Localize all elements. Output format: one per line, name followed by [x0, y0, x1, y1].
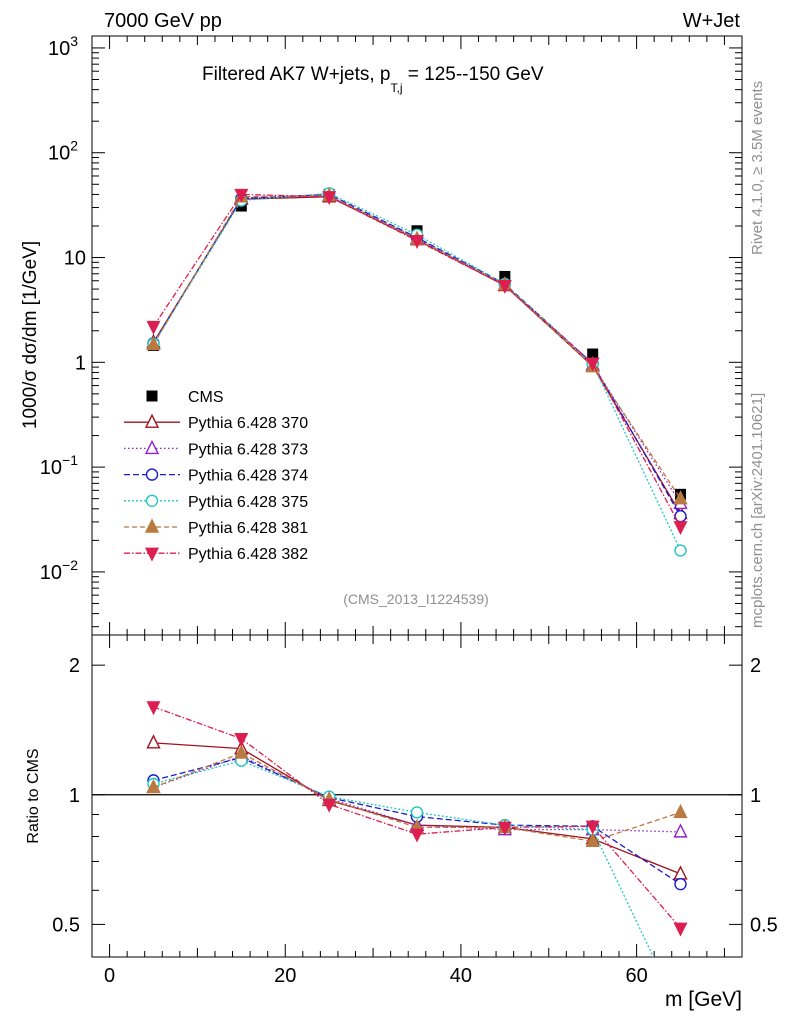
- ratio-point: [234, 733, 249, 747]
- energy-label: 7000 GeV pp: [104, 10, 222, 32]
- main-series-group: [146, 187, 688, 557]
- main-y-tick-label: 103: [48, 33, 78, 60]
- legend-item: Pythia 6.428 374: [124, 468, 308, 485]
- main-y-tick-label: 10−2: [40, 557, 78, 584]
- x-tick-label: 20: [274, 965, 296, 987]
- x-tick-label: 60: [625, 965, 647, 987]
- ratio-point: [146, 701, 161, 716]
- main-y-tick-label: 10: [64, 248, 86, 270]
- ratio-y-tick-label-right: 1: [750, 785, 761, 807]
- ratio-point: [497, 821, 512, 836]
- ratio-point: [585, 832, 600, 847]
- legend-item: CMS: [146, 389, 224, 406]
- data-point: [410, 235, 424, 249]
- legend-marker: [144, 439, 160, 455]
- legend-marker: [144, 518, 160, 533]
- data-point: [146, 335, 161, 351]
- ratio-point: [234, 744, 249, 759]
- mcplots-credit-label: mcplots.cern.ch [arXiv:2401.10621]: [749, 393, 766, 628]
- series-6: [146, 188, 688, 536]
- ratio-line: [153, 759, 655, 957]
- main-title-subscript: T,j: [391, 81, 403, 95]
- legend-label: Pythia 6.428 374: [188, 468, 308, 485]
- legend-marker: [144, 413, 160, 428]
- ratio-point: [146, 734, 161, 749]
- main-y-tick-label: 10−1: [40, 452, 78, 479]
- data-point: [322, 191, 337, 206]
- legend-marker: [146, 390, 158, 402]
- legend-label: Pythia 6.428 382: [188, 546, 308, 563]
- data-point: [497, 279, 512, 294]
- data-point: [673, 490, 688, 505]
- x-axis-label: m [GeV]: [665, 988, 742, 1011]
- ratio-point: [322, 798, 337, 813]
- ratio-y-tick-label: 1: [69, 785, 80, 807]
- data-point: [587, 348, 599, 360]
- legend-marker: [145, 494, 159, 507]
- ratio-y-tick-label: 0.5: [52, 914, 80, 936]
- main-title-tail: = 125--150 GeV: [403, 64, 544, 85]
- ratio-point: [673, 823, 688, 838]
- legend-marker: [145, 468, 159, 481]
- legend-item: Pythia 6.428 375: [124, 494, 308, 511]
- analysis-id-label: (CMS_2013_I1224539): [343, 591, 489, 607]
- process-label: W+Jet: [683, 10, 741, 32]
- legend-item: Pythia 6.428 370: [124, 413, 308, 432]
- legend-label: Pythia 6.428 381: [188, 520, 308, 537]
- ratio-series-group: [146, 701, 688, 957]
- data-point: [585, 357, 600, 372]
- legend-label: Pythia 6.428 373: [188, 441, 308, 458]
- main-plot-frame: [91, 35, 743, 636]
- ratio-point: [673, 803, 688, 819]
- ratio-series-5: [146, 701, 688, 937]
- legend-item: Pythia 6.428 382: [124, 546, 308, 563]
- legend-label: Pythia 6.428 370: [188, 415, 308, 432]
- legend: CMS Pythia 6.428 370 Pythia 6.428 373 Pythi…: [124, 389, 308, 563]
- data-point: [234, 188, 249, 203]
- ratio-y-tick-label: 2: [69, 655, 80, 677]
- x-tick-label: 40: [450, 965, 472, 987]
- rivet-version-label: Rivet 4.1.0, ≥ 3.5M events: [749, 81, 766, 255]
- ratio-y-axis-label: Ratio to CMS: [25, 748, 42, 843]
- main-y-tick-label: 1: [75, 352, 86, 374]
- ratio-plot-frame: [91, 634, 743, 958]
- ratio-point: [410, 828, 424, 843]
- main-y-axis-label: 1000/σ dσ/dm [1/GeV]: [20, 241, 41, 429]
- x-tick-label: 0: [104, 965, 115, 987]
- ratio-point: [146, 778, 161, 794]
- legend-marker: [145, 547, 159, 562]
- ratio-point: [585, 820, 600, 835]
- ratio-series-3: [147, 754, 655, 957]
- data-point: [146, 320, 161, 335]
- data-point: [673, 521, 688, 536]
- main-y-tick-label: 102: [48, 138, 78, 165]
- ratio-point: [673, 922, 688, 937]
- legend-item: Pythia 6.428 373: [124, 439, 308, 458]
- ratio-y-tick-label-right: 2: [750, 655, 761, 677]
- legend-label: CMS: [188, 389, 224, 406]
- ratio-y-tick-label-right: 0.5: [750, 914, 778, 936]
- ratio-axis-ticks: 0.5 0.51 12 20 20 40 60: [52, 635, 778, 987]
- main-title: Filtered AK7 W+jets, pT,j = 125--150 GeV: [202, 64, 544, 95]
- ratio-point: [674, 877, 687, 891]
- legend-item: Pythia 6.428 381: [124, 518, 308, 537]
- legend-label: Pythia 6.428 375: [188, 494, 308, 511]
- data-point: [674, 544, 687, 557]
- ratio-point: [410, 806, 424, 819]
